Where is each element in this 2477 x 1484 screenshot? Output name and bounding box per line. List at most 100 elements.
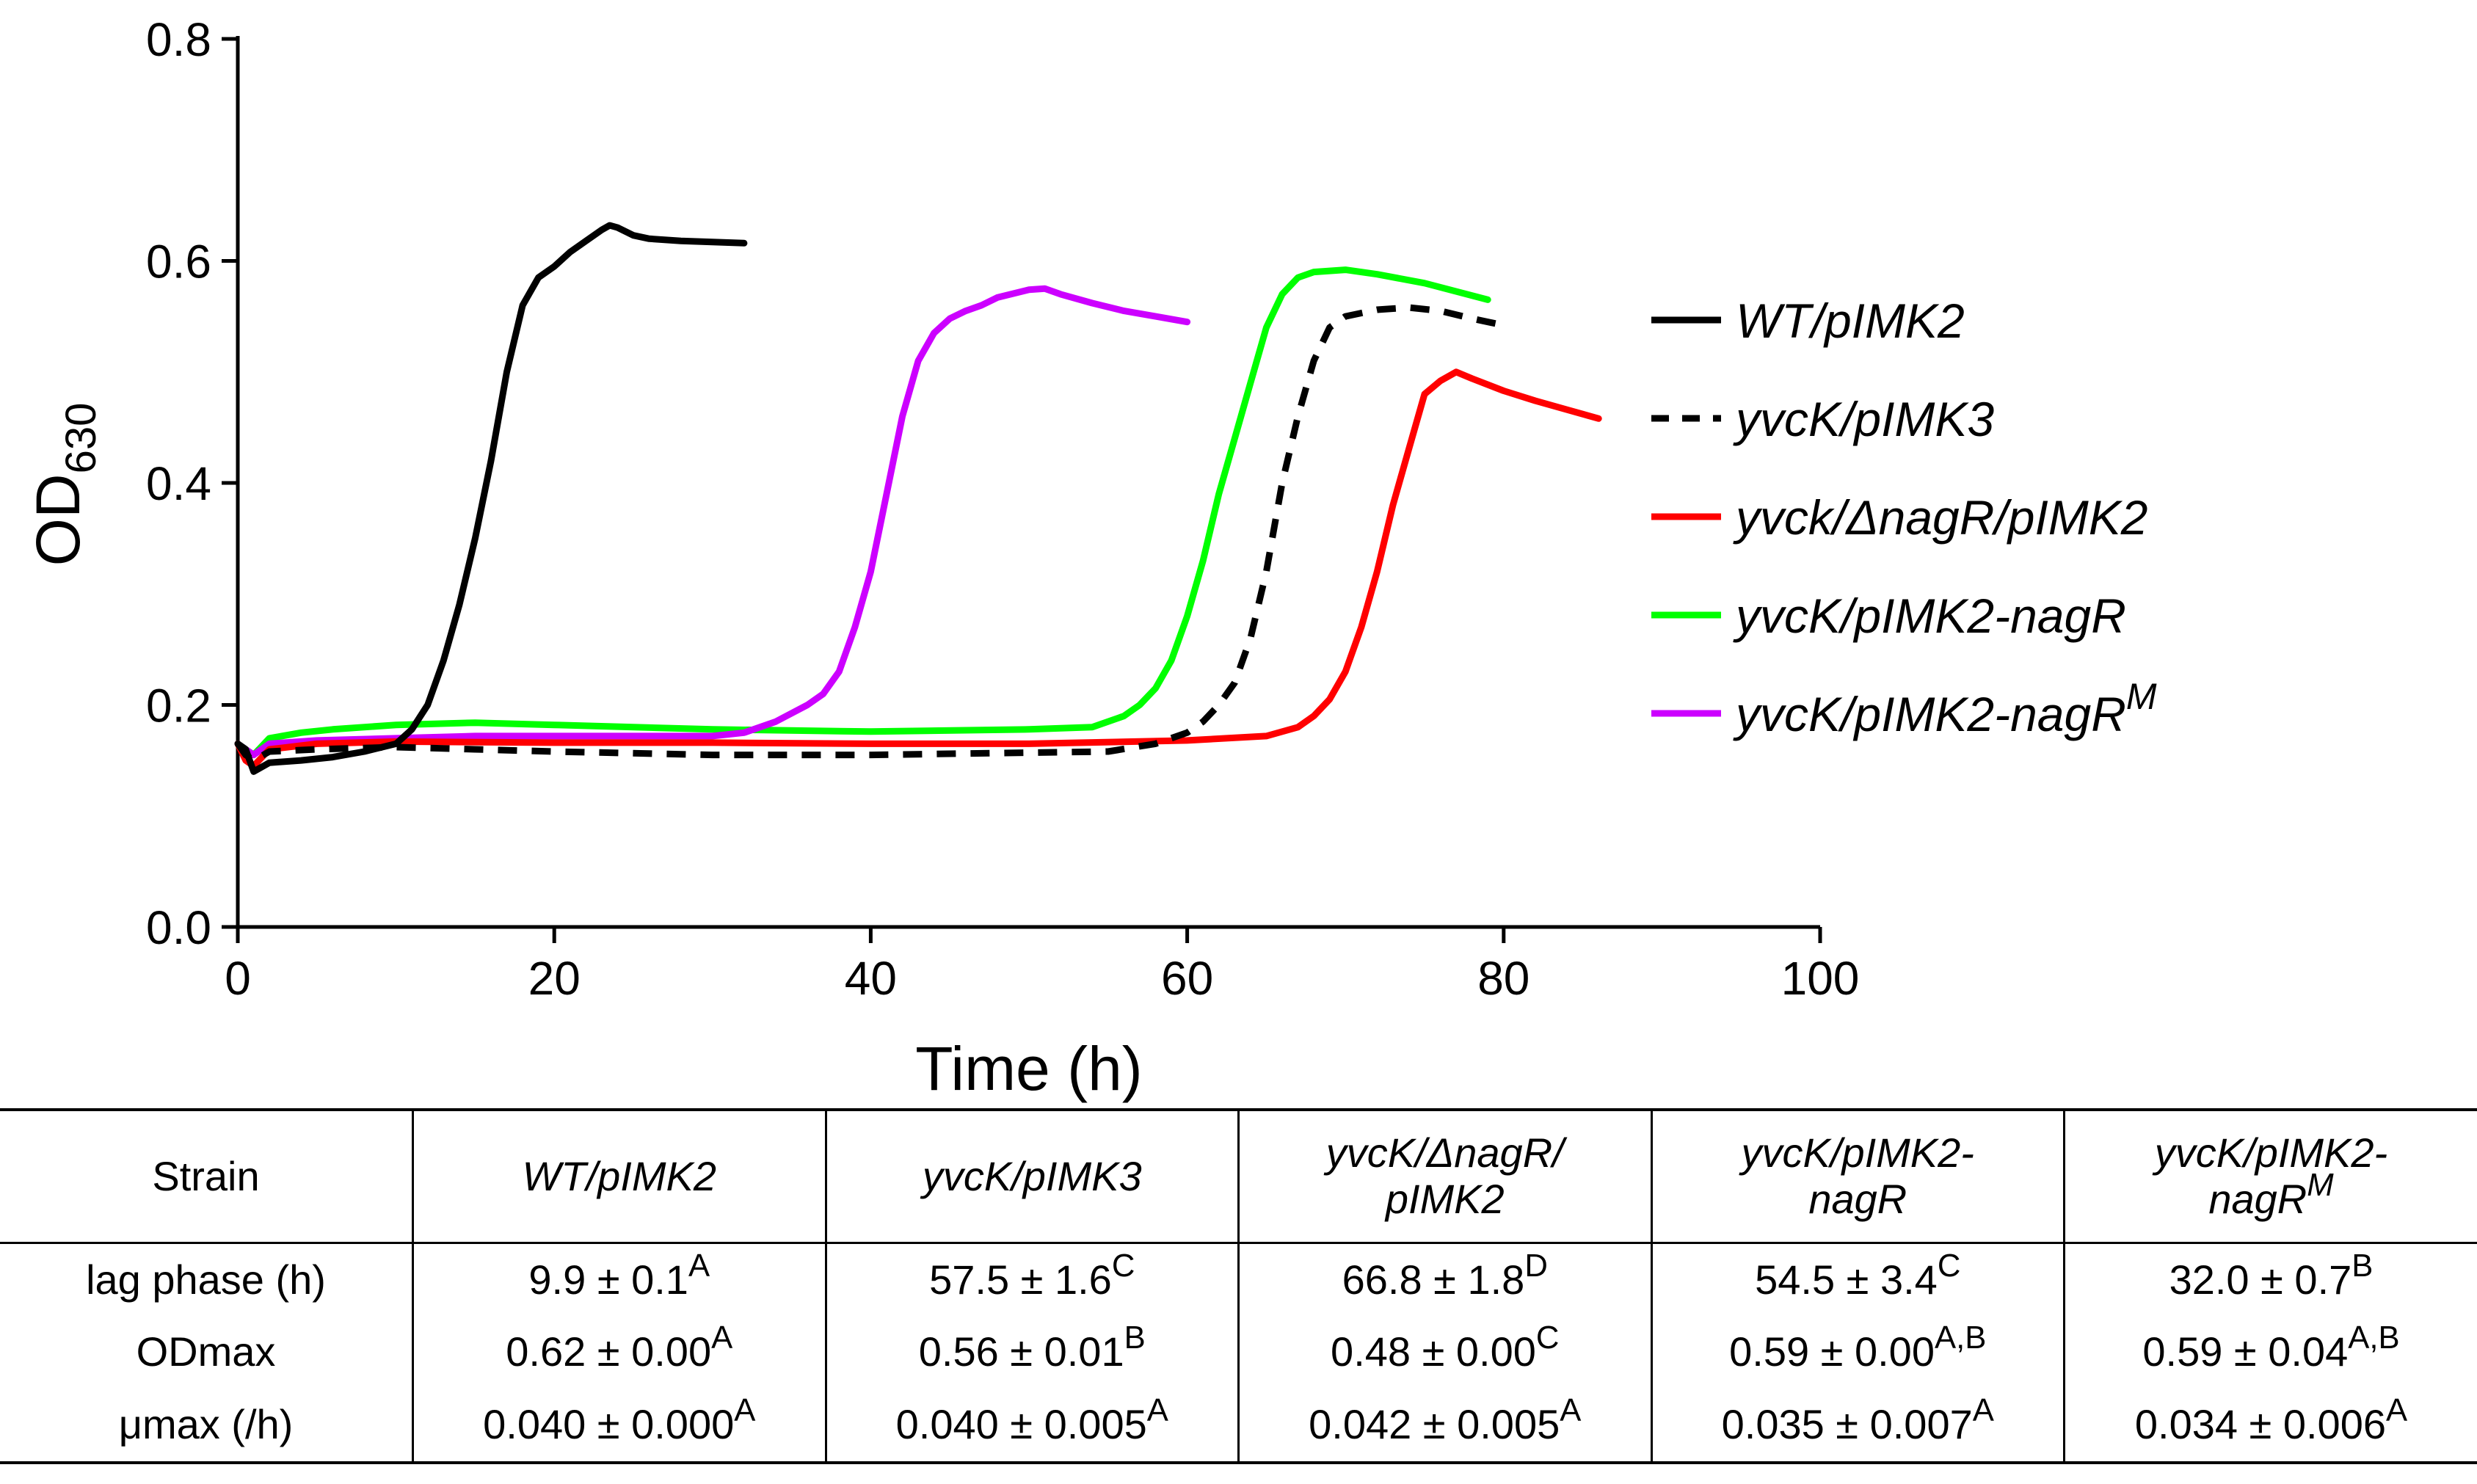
table-cell: 0.56 ± 0.01B — [824, 1316, 1239, 1389]
table-header-row: Strain WT/pIMK2 yvcK/pIMK3 yvcK/ΔnagR/pIMK2… — [0, 1110, 2477, 1243]
row-label: ODmax — [136, 1328, 276, 1375]
header-line: yvcK/pIMK2- — [1741, 1130, 1974, 1176]
series-line-1 — [234, 222, 748, 775]
table-cell: 54.5 ± 3.4C — [1650, 1243, 2065, 1317]
series-line-3 — [234, 368, 1602, 770]
cell-superscript: A — [734, 1392, 756, 1429]
cell-value: 57.5 ± 1.6 — [929, 1256, 1112, 1303]
y-tick-label: 0.6 — [146, 236, 211, 288]
series-line-2 — [235, 304, 1505, 764]
cell-value: 0.042 ± 0.005 — [1309, 1401, 1560, 1448]
table-cell: 0.040 ± 0.005A — [824, 1388, 1239, 1463]
cell-superscript: A — [688, 1248, 710, 1284]
row-label: μmax (/h) — [118, 1401, 294, 1448]
y-axis-title-subscript: 630 — [57, 403, 105, 474]
table-row: μmax (/h) 0.040 ± 0.000A 0.040 ± 0.005A 0.0… — [0, 1388, 2477, 1463]
cell-superscript: A — [2385, 1392, 2408, 1429]
header-line: yvcK/pIMK2- — [2154, 1130, 2388, 1176]
legend-label-text: yvcK/pIMK3 — [1733, 392, 1994, 446]
legend-label-text: yvcK/pIMK2-nagR — [1733, 589, 2126, 643]
cell-value: 0.62 ± 0.00 — [506, 1328, 712, 1375]
series-line-4 — [234, 266, 1491, 759]
y-tick-label: 0.0 — [146, 901, 211, 954]
y-axis-title: OD630 — [23, 403, 105, 567]
table-cell: 0.59 ± 0.04A,B — [2063, 1316, 2477, 1389]
table-cell: 0.59 ± 0.00A,B — [1650, 1316, 2065, 1389]
table-cell: 0.040 ± 0.000A — [412, 1388, 826, 1463]
y-axis-title-main: OD — [23, 473, 92, 566]
cell-value: 0.56 ± 0.01 — [918, 1328, 1124, 1375]
legend-label-4: yvcK/pIMK2-nagR — [1733, 589, 2126, 643]
legend-label-3: yvck/ΔnagR/pIMK2 — [1733, 490, 2147, 545]
table-row: ODmax 0.62 ± 0.00A 0.56 ± 0.01B 0.48 ± 0.00… — [0, 1316, 2477, 1389]
legend: WT/pIMK2 yvcK/pIMK3 yvck/ΔnagR/pIMK2 yvcK/p… — [1651, 294, 2157, 741]
table-cell: 0.042 ± 0.005A — [1237, 1388, 1651, 1463]
table-cell: 0.62 ± 0.00A — [412, 1316, 826, 1389]
legend-label-text: WT/pIMK2 — [1736, 294, 1965, 348]
x-tick-label: 0 — [225, 952, 251, 1005]
cell-value: 66.8 ± 1.8 — [1342, 1256, 1525, 1303]
legend-label-1: WT/pIMK2 — [1736, 294, 1965, 348]
cell-superscript: A — [1972, 1392, 1994, 1429]
y-tick-label: 0.2 — [146, 680, 211, 732]
cell-superscript: A — [1146, 1392, 1168, 1429]
table-header-strain-1: WT/pIMK2 — [412, 1110, 826, 1243]
cell-value: 0.040 ± 0.000 — [483, 1401, 735, 1448]
cell-superscript: D — [1524, 1248, 1548, 1284]
cell-value: 9.9 ± 0.1 — [528, 1256, 688, 1303]
table-header-strain-3: yvcK/ΔnagR/pIMK2 — [1237, 1110, 1651, 1243]
legend-label-2: yvcK/pIMK3 — [1733, 392, 1994, 446]
table-cell: 66.8 ± 1.8D — [1237, 1243, 1651, 1317]
table-header-strain-4: yvcK/pIMK2- nagR — [1650, 1110, 2065, 1243]
legend-label-text: yvck/ΔnagR/pIMK2 — [1733, 490, 2147, 545]
header-line: WT/pIMK2 — [522, 1152, 716, 1199]
legend-label-text: yvcK/pIMK2-nagR — [1733, 687, 2126, 741]
cell-value: 0.040 ± 0.005 — [895, 1401, 1147, 1448]
table-header-strain-2: yvcK/pIMK3 — [824, 1110, 1239, 1243]
growth-parameters-table: Strain WT/pIMK2 yvcK/pIMK3 yvcK/ΔnagR/pIMK2… — [0, 1108, 2477, 1464]
x-tick-label: 60 — [1161, 952, 1213, 1005]
table-cell: 9.9 ± 0.1A — [412, 1243, 826, 1317]
cell-superscript: A — [1560, 1392, 1582, 1429]
cell-superscript: B — [2351, 1248, 2374, 1284]
legend-label-5: yvcK/pIMK2-nagRM — [1733, 676, 2157, 741]
series-layer — [234, 222, 1602, 775]
cell-superscript: C — [1937, 1248, 1961, 1284]
cell-value: 0.034 ± 0.006 — [2134, 1401, 2386, 1448]
cell-value: 0.48 ± 0.00 — [1331, 1328, 1536, 1375]
x-axis-title: Time (h) — [915, 1034, 1143, 1103]
growth-curve-chart: 0 20 40 60 80 100 0.0 0.2 0.4 0.6 0.8 Time (h) OD630… — [23, 13, 2157, 1103]
row-label: lag phase (h) — [86, 1256, 326, 1303]
cell-superscript: C — [1111, 1248, 1135, 1284]
table-cell: 32.0 ± 0.7B — [2063, 1243, 2477, 1317]
header-superscript: M — [2307, 1166, 2334, 1203]
cell-superscript: A,B — [2348, 1320, 2400, 1356]
cell-superscript: C — [1535, 1320, 1560, 1356]
table-cell: 0.034 ± 0.006A — [2063, 1388, 2477, 1463]
header-line: yvcK/ΔnagR/ — [1325, 1130, 1564, 1176]
legend-label-superscript: M — [2126, 676, 2157, 717]
cell-value: 0.59 ± 0.04 — [2142, 1328, 2349, 1375]
table-cell: 0.48 ± 0.00C — [1237, 1316, 1651, 1389]
table-row: lag phase (h) 9.9 ± 0.1A 57.5 ± 1.6C 66.8 ±… — [0, 1243, 2477, 1317]
header-line: nagR — [2208, 1176, 2307, 1222]
header-line: Strain — [152, 1152, 260, 1199]
cell-value: 32.0 ± 0.7 — [2169, 1256, 2352, 1303]
x-tick-label: 80 — [1477, 952, 1530, 1005]
header-line: pIMK2 — [1385, 1176, 1505, 1222]
x-tick-label: 40 — [845, 952, 897, 1005]
series-line-5 — [234, 285, 1191, 759]
cell-superscript: A,B — [1934, 1320, 1987, 1356]
header-line: nagR — [1808, 1176, 1907, 1222]
table-cell: 0.035 ± 0.007A — [1650, 1388, 2065, 1463]
cell-superscript: B — [1124, 1320, 1146, 1356]
chart-axes: 0 20 40 60 80 100 0.0 0.2 0.4 0.6 0.8 Time (h) OD630 — [23, 13, 1859, 1103]
y-tick-label: 0.8 — [146, 13, 211, 66]
table-header-strain: Strain — [0, 1110, 413, 1243]
header-line: yvcK/pIMK3 — [922, 1152, 1142, 1199]
table-body: lag phase (h) 9.9 ± 0.1A 57.5 ± 1.6C 66.8 ±… — [0, 1243, 2477, 1463]
cell-superscript: A — [711, 1320, 733, 1356]
x-tick-label: 100 — [1781, 952, 1860, 1005]
table-cell: 57.5 ± 1.6C — [824, 1243, 1239, 1317]
cell-value: 54.5 ± 3.4 — [1755, 1256, 1938, 1303]
